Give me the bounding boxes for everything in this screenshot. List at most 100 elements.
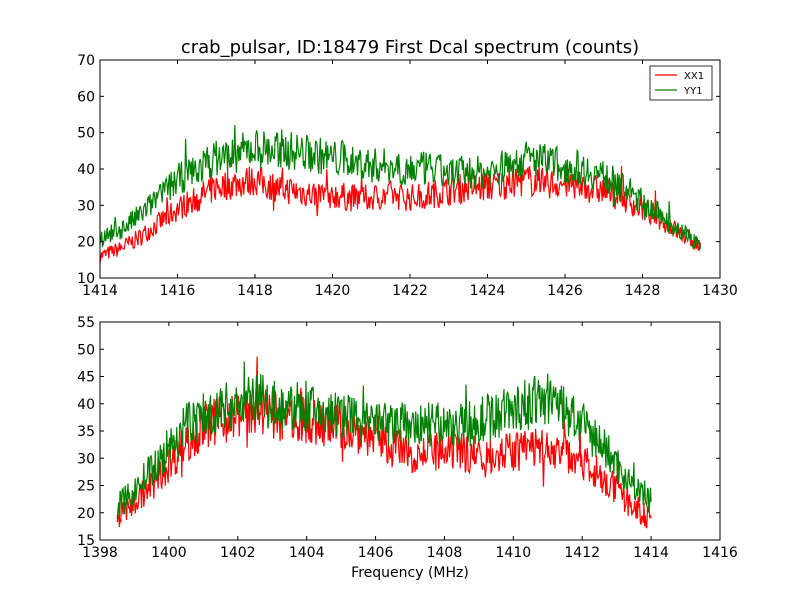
data-point-yy1	[564, 408, 566, 410]
data-point-yy1	[370, 164, 372, 166]
data-point-yy1	[157, 197, 159, 199]
panel-2: 1398 1400 1402 1404 1406 1408 1410 1412 1414 1416…	[77, 315, 738, 561]
data-point-yy1	[118, 230, 120, 232]
x-tick-label: 1408	[427, 545, 463, 561]
data-point-xx1	[375, 435, 377, 437]
data-point-xx1	[409, 452, 411, 454]
x-axis-label: Frequency (MHz)	[351, 565, 469, 581]
series-line-yy1	[100, 124, 702, 250]
data-point-yy1	[312, 153, 314, 155]
data-point-yy1	[564, 164, 566, 166]
data-point-xx1	[351, 197, 353, 199]
data-point-yy1	[288, 408, 290, 410]
y-tick-label: 50	[77, 126, 95, 142]
data-point-yy1	[633, 485, 635, 487]
data-point-yy1	[530, 403, 532, 405]
y-tick-label: 50	[77, 342, 95, 358]
data-point-xx1	[293, 190, 295, 192]
data-point-yy1	[271, 403, 273, 405]
legend-box	[649, 65, 713, 101]
data-point-yy1	[357, 419, 359, 421]
data-point-yy1	[392, 425, 394, 427]
x-tick-label: 1402	[220, 545, 256, 561]
data-point-yy1	[461, 425, 463, 427]
data-point-yy1	[133, 490, 135, 492]
data-point-yy1	[293, 150, 295, 152]
data-point-yy1	[700, 244, 702, 246]
data-point-xx1	[215, 186, 217, 188]
data-point-xx1	[288, 419, 290, 421]
data-point-yy1	[273, 150, 275, 152]
data-point-xx1	[448, 190, 450, 192]
data-point-xx1	[545, 183, 547, 185]
data-point-xx1	[525, 179, 527, 181]
y-tick-label: 45	[77, 370, 95, 386]
data-point-xx1	[185, 441, 187, 443]
data-point-xx1	[583, 186, 585, 188]
data-point-yy1	[680, 230, 682, 232]
series-group	[100, 124, 702, 264]
data-point-xx1	[633, 506, 635, 508]
data-point-xx1	[390, 193, 392, 195]
data-point-xx1	[409, 197, 411, 199]
data-point-xx1	[312, 193, 314, 195]
data-point-xx1	[650, 517, 652, 519]
data-point-yy1	[237, 403, 239, 405]
data-point-yy1	[138, 215, 140, 217]
data-point-yy1	[495, 414, 497, 416]
data-point-yy1	[306, 408, 308, 410]
data-point-yy1	[409, 168, 411, 170]
panel-1: 1414 1416 1418 1420 1422 1424 1426 1428 1430 10 20…	[77, 53, 738, 299]
y-tick-label: 25	[77, 479, 95, 495]
data-point-xx1	[177, 208, 179, 210]
data-point-yy1	[168, 446, 170, 448]
x-tick-label: 1420	[315, 283, 351, 299]
data-point-yy1	[390, 164, 392, 166]
x-tick-label: 1426	[547, 283, 583, 299]
data-point-xx1	[581, 457, 583, 459]
x-tick-label: 1424	[470, 283, 506, 299]
data-point-xx1	[426, 452, 428, 454]
data-point-yy1	[525, 157, 527, 159]
data-point-yy1	[196, 168, 198, 170]
data-point-yy1	[254, 146, 256, 148]
data-point-xx1	[254, 179, 256, 181]
data-point-yy1	[323, 414, 325, 416]
data-point-yy1	[642, 201, 644, 203]
data-point-yy1	[661, 215, 663, 217]
data-point-xx1	[357, 430, 359, 432]
data-point-xx1	[168, 463, 170, 465]
data-point-xx1	[235, 183, 237, 185]
x-tick-label: 1418	[237, 283, 273, 299]
legend-label-xx1: XX1	[684, 71, 704, 82]
data-point-yy1	[332, 157, 334, 159]
legend-label-yy1: YY1	[683, 86, 703, 97]
data-point-yy1	[603, 175, 605, 177]
data-point-xx1	[495, 452, 497, 454]
data-point-yy1	[215, 157, 217, 159]
data-point-yy1	[375, 425, 377, 427]
data-point-xx1	[196, 197, 198, 199]
y-tick-label: 40	[77, 397, 95, 413]
x-tick-label: 1416	[702, 545, 738, 561]
y-tick-label: 20	[77, 235, 95, 251]
data-point-xx1	[622, 197, 624, 199]
data-point-yy1	[506, 164, 508, 166]
data-point-yy1	[443, 425, 445, 427]
data-point-yy1	[512, 408, 514, 410]
data-point-yy1	[254, 397, 256, 399]
x-tick-label: 1404	[289, 545, 325, 561]
data-point-xx1	[467, 186, 469, 188]
data-point-yy1	[426, 425, 428, 427]
x-tick-label: 1410	[496, 545, 532, 561]
data-point-xx1	[547, 446, 549, 448]
y-tick-label: 60	[77, 89, 95, 105]
x-tick-label: 1400	[151, 545, 187, 561]
data-point-xx1	[530, 446, 532, 448]
data-point-xx1	[392, 446, 394, 448]
data-point-yy1	[220, 408, 222, 410]
data-point-yy1	[409, 425, 411, 427]
data-point-yy1	[235, 153, 237, 155]
